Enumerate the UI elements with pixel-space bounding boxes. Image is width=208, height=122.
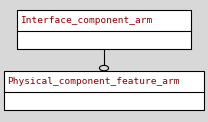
FancyBboxPatch shape bbox=[17, 10, 191, 49]
FancyBboxPatch shape bbox=[4, 71, 204, 110]
Text: Interface_component_arm: Interface_component_arm bbox=[20, 16, 152, 25]
Circle shape bbox=[99, 65, 109, 71]
Text: Physical_component_feature_arm: Physical_component_feature_arm bbox=[7, 77, 180, 86]
